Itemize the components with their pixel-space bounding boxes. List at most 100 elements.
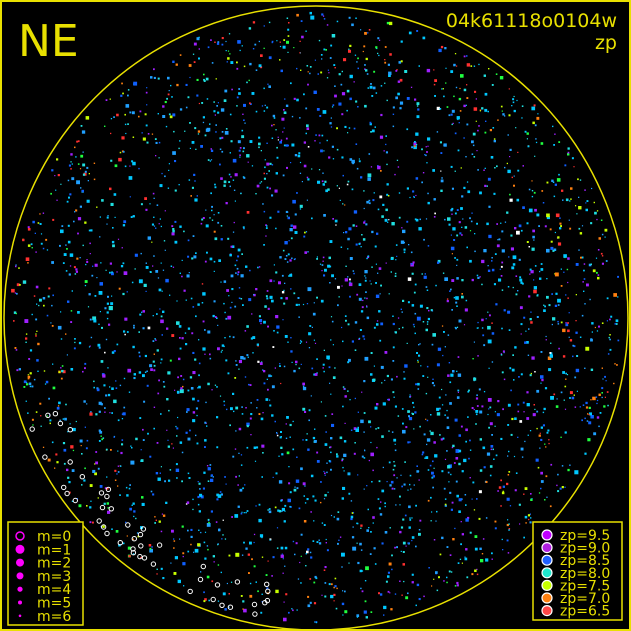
star-point (447, 465, 451, 469)
star-point (231, 301, 233, 303)
star-point (370, 441, 372, 444)
star-point (544, 387, 548, 390)
star-point (39, 223, 42, 225)
star-point (227, 57, 230, 60)
star-point (185, 431, 188, 434)
star-point (382, 203, 385, 206)
star-point (120, 265, 124, 268)
star-point (228, 593, 230, 595)
star-point (306, 176, 309, 179)
star-point (432, 460, 434, 463)
star-point (521, 456, 524, 458)
horizon-circle (3, 5, 629, 631)
star-point (198, 362, 201, 365)
star-point (481, 405, 484, 408)
star-point (388, 74, 391, 77)
star-point (413, 291, 416, 294)
star-point (86, 439, 89, 442)
star-point (401, 485, 403, 488)
star-point (366, 529, 369, 532)
star-point (364, 356, 369, 361)
star-point (465, 299, 468, 302)
star-point (268, 56, 272, 60)
star-point (332, 218, 334, 220)
star-point (130, 460, 135, 465)
star-point (188, 64, 192, 67)
star-point (187, 327, 191, 330)
star-point (88, 346, 91, 348)
star-point (385, 262, 387, 264)
star-point (300, 363, 302, 365)
star-point (426, 443, 428, 446)
star-point (477, 169, 479, 171)
star-point (299, 342, 301, 344)
star-point (514, 227, 517, 230)
star-point (509, 156, 511, 158)
star-point (417, 108, 420, 111)
star-point (292, 540, 295, 543)
star-point (94, 295, 97, 297)
star-point (502, 113, 505, 116)
star-point (286, 166, 288, 169)
star-point (267, 388, 269, 391)
star-point (523, 411, 525, 413)
star-point (323, 470, 325, 473)
star-point (307, 287, 312, 292)
star-point (402, 541, 406, 545)
star-point (596, 402, 598, 405)
star-point (202, 116, 205, 119)
star-point (375, 92, 378, 94)
star-point (266, 290, 269, 292)
star-point (261, 361, 263, 363)
star-point (368, 199, 371, 202)
star-point (466, 181, 469, 183)
star-point (485, 318, 487, 320)
star-point (164, 101, 167, 104)
star-point (174, 160, 177, 163)
star-point (501, 538, 503, 541)
star-point (32, 220, 35, 224)
star-point (201, 102, 204, 104)
star-point (413, 406, 415, 408)
star-point (215, 124, 217, 126)
star-point (458, 449, 462, 453)
star-point (430, 496, 432, 499)
star-point (526, 222, 529, 225)
star-point (13, 311, 17, 314)
star-point (315, 134, 317, 136)
star-point (89, 345, 91, 347)
star-point (343, 440, 347, 443)
star-point (326, 77, 329, 79)
star-point (354, 397, 356, 400)
star-point (613, 293, 617, 297)
star-point (524, 487, 528, 490)
star-point (325, 189, 328, 193)
star-point (569, 391, 573, 395)
star-point (146, 104, 148, 106)
star-point (181, 337, 184, 340)
star-point (393, 461, 395, 463)
star-point (454, 585, 457, 587)
star-point (181, 480, 183, 483)
star-point (387, 195, 390, 197)
star-point (74, 273, 77, 275)
star-point (197, 576, 204, 583)
star-point (371, 481, 373, 483)
star-point (561, 465, 564, 467)
star-point (446, 298, 449, 300)
star-point (266, 297, 269, 300)
star-point (97, 497, 99, 499)
star-point (395, 504, 397, 506)
star-point (460, 425, 463, 428)
star-point (575, 294, 577, 296)
star-point (450, 373, 454, 377)
star-point (98, 410, 101, 413)
star-point (334, 67, 336, 69)
star-point (281, 274, 284, 277)
star-point (479, 469, 483, 472)
star-point (341, 113, 344, 116)
star-point (192, 371, 196, 375)
star-point (476, 327, 479, 329)
star-point (604, 375, 606, 378)
star-point (602, 378, 604, 380)
